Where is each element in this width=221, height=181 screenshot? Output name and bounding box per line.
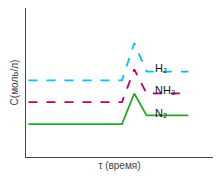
svg-text:C(моль/л): C(моль/л): [9, 60, 20, 106]
svg-text:NH₃: NH₃: [155, 84, 175, 96]
svg-text:H₂: H₂: [155, 62, 167, 74]
svg-text:τ (время): τ (время): [98, 160, 140, 171]
svg-text:N₂: N₂: [155, 107, 167, 119]
